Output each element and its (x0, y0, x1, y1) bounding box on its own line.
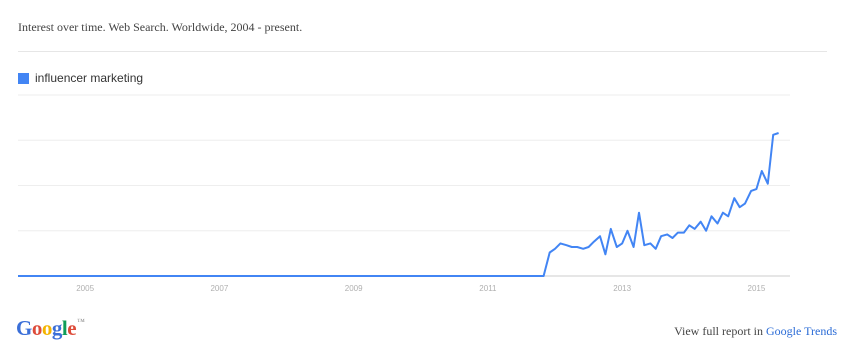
x-tick-label: 2011 (479, 284, 497, 293)
google-logo: Google™ (16, 316, 85, 340)
series-line-influencer-marketing (18, 132, 779, 277)
x-tick-label: 2009 (345, 284, 363, 293)
legend-label: influencer marketing (35, 71, 144, 85)
x-tick-label: 2005 (76, 284, 94, 293)
x-tick-label: 2013 (613, 284, 631, 293)
google-trends-link[interactable]: Google Trends (765, 324, 837, 338)
gridlines (18, 94, 790, 232)
legend[interactable]: influencer marketing (18, 71, 143, 85)
series-layer (18, 132, 779, 277)
chart-title: Interest over time. Web Search. Worldwid… (18, 20, 303, 34)
footer-link: View full report in Google Trends (674, 324, 837, 339)
header-divider (18, 51, 827, 52)
x-tick-label: 2015 (748, 284, 766, 293)
footer-link-prefix: View full report in (674, 324, 763, 338)
legend-swatch (18, 72, 29, 84)
x-tick-label: 2007 (210, 284, 228, 293)
x-ticks: 2005 2007 2009 2011 2013 2015 (76, 284, 766, 293)
